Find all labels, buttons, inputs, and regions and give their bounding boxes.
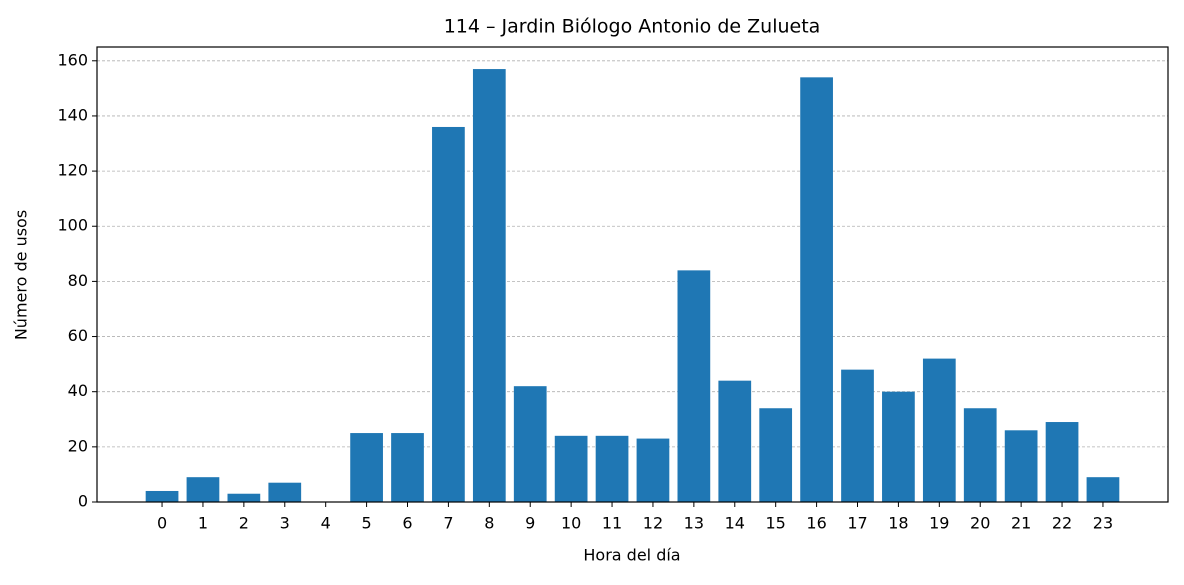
x-tick-label: 4 (321, 514, 331, 533)
bar (391, 433, 424, 502)
bar (882, 391, 915, 502)
bar (186, 477, 220, 502)
bar (1004, 430, 1038, 502)
bar (432, 126, 465, 502)
bar (145, 490, 179, 502)
x-tick-label: 16 (806, 514, 826, 533)
bar (718, 380, 752, 502)
bar (268, 482, 302, 502)
bar (472, 69, 506, 502)
bar (677, 270, 711, 502)
x-tick-label: 8 (484, 514, 494, 533)
y-tick-label: 80 (68, 271, 88, 290)
bar (227, 493, 261, 502)
x-axis-label: Hora del día (583, 546, 680, 565)
x-tick-label: 11 (602, 514, 622, 533)
bar (800, 77, 833, 502)
x-tick-label: 23 (1093, 514, 1113, 533)
y-tick-label: 20 (68, 436, 88, 455)
y-tick-label: 0 (78, 492, 88, 511)
bar (513, 386, 547, 502)
x-tick-label: 10 (561, 514, 581, 533)
bar (963, 408, 997, 502)
y-tick-label: 40 (68, 381, 88, 400)
y-tick-label: 60 (68, 326, 88, 345)
bar (350, 433, 383, 502)
x-tick-label: 14 (725, 514, 745, 533)
x-tick-label: 1 (198, 514, 208, 533)
y-axis-label: Número de usos (12, 210, 31, 340)
x-tick-label: 18 (888, 514, 908, 533)
x-tick-label: 3 (280, 514, 290, 533)
bar (1045, 422, 1079, 502)
x-tick-label: 22 (1052, 514, 1072, 533)
x-tick-label: 2 (239, 514, 249, 533)
x-tick-label: 21 (1011, 514, 1031, 533)
plot-frame (96, 46, 1169, 503)
x-tick-label: 17 (847, 514, 867, 533)
bar (759, 408, 793, 502)
y-tick-label: 100 (57, 216, 88, 235)
x-tick-label: 13 (684, 514, 704, 533)
x-tick-label: 7 (443, 514, 453, 533)
x-tick-label: 5 (361, 514, 371, 533)
y-tick-label: 120 (57, 161, 88, 180)
bar (841, 369, 874, 502)
x-tick-label: 19 (929, 514, 949, 533)
bar (595, 435, 629, 502)
y-tick-label: 140 (57, 105, 88, 124)
chart-title: 114 – Jardin Biólogo Antonio de Zulueta (444, 16, 821, 38)
bar (554, 435, 588, 502)
x-tick-label: 9 (525, 514, 535, 533)
bar (636, 438, 670, 502)
x-tick-label: 15 (766, 514, 786, 533)
x-tick-label: 6 (402, 514, 412, 533)
x-tick-label: 12 (643, 514, 663, 533)
bar (1086, 477, 1120, 502)
x-tick-label: 20 (970, 514, 990, 533)
bar (922, 358, 956, 502)
y-tick-label: 160 (57, 50, 88, 69)
x-tick-label: 0 (157, 514, 167, 533)
